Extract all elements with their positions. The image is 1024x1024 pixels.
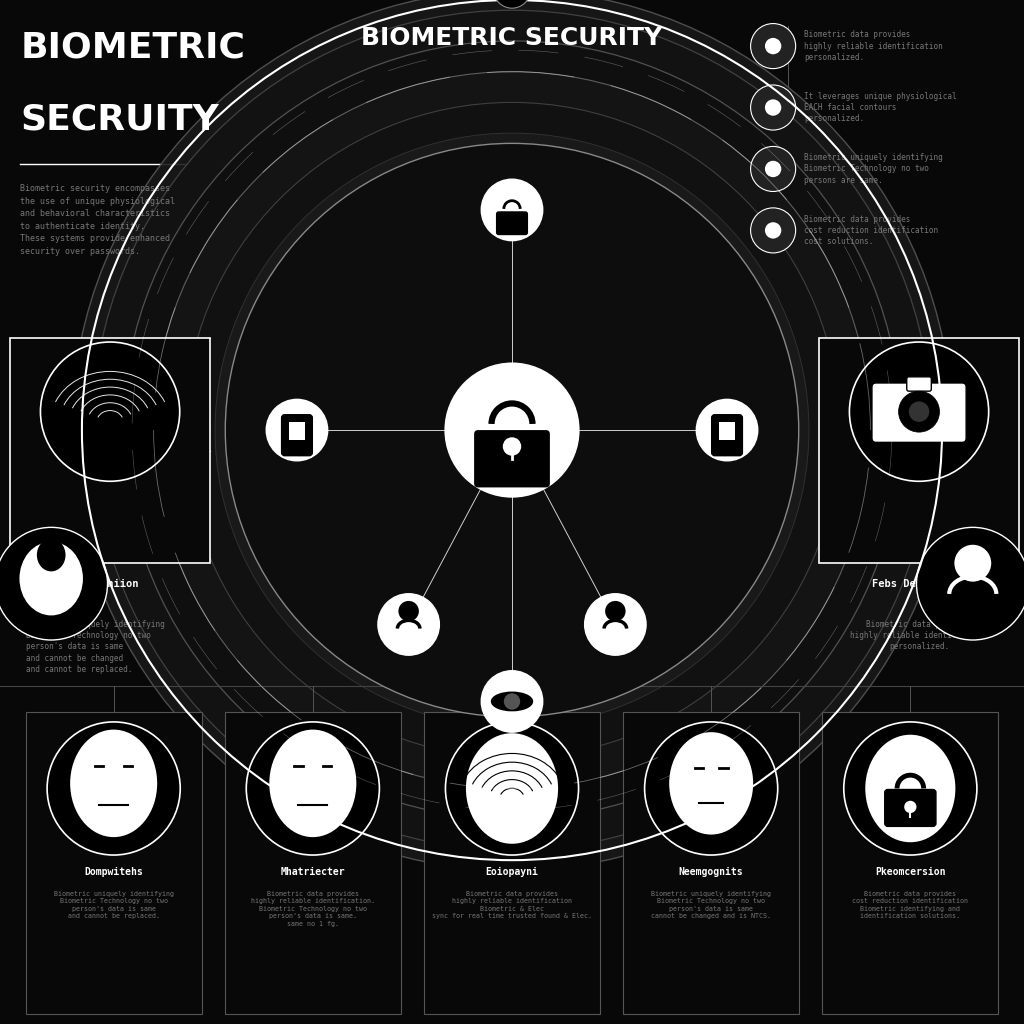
Circle shape bbox=[909, 401, 930, 422]
Circle shape bbox=[225, 143, 799, 717]
FancyBboxPatch shape bbox=[822, 712, 998, 1014]
Circle shape bbox=[266, 399, 328, 461]
Ellipse shape bbox=[466, 733, 558, 844]
Ellipse shape bbox=[492, 692, 532, 711]
Text: Biometric uniquely identifying
Biometric Technology no two
person's data is same: Biometric uniquely identifying Biometric… bbox=[26, 620, 164, 675]
Text: Dompwitehs: Dompwitehs bbox=[84, 867, 143, 878]
Circle shape bbox=[916, 527, 1024, 640]
Ellipse shape bbox=[215, 133, 809, 727]
Circle shape bbox=[645, 722, 778, 855]
Circle shape bbox=[504, 693, 520, 710]
Text: Biometric data provides
highly reliable identification
personalized.: Biometric data provides highly reliable … bbox=[804, 31, 942, 61]
Text: Biometric data provides
highly reliable identification
Biometric & Elec
sync for: Biometric data provides highly reliable … bbox=[432, 891, 592, 920]
Circle shape bbox=[904, 801, 916, 813]
Circle shape bbox=[503, 437, 521, 456]
FancyBboxPatch shape bbox=[885, 790, 936, 826]
FancyBboxPatch shape bbox=[10, 338, 210, 563]
Circle shape bbox=[585, 594, 646, 655]
FancyBboxPatch shape bbox=[623, 712, 799, 1014]
Text: BIOMETRIC SECURITY: BIOMETRIC SECURITY bbox=[361, 26, 663, 49]
Circle shape bbox=[494, 0, 530, 8]
FancyBboxPatch shape bbox=[225, 712, 400, 1014]
Circle shape bbox=[605, 601, 626, 622]
Text: Neemgognits: Neemgognits bbox=[679, 867, 743, 878]
Circle shape bbox=[398, 601, 419, 622]
FancyBboxPatch shape bbox=[819, 338, 1019, 563]
Ellipse shape bbox=[70, 729, 158, 838]
Text: Biometric data provides
highly reliable identification.
Biometric Technology no : Biometric data provides highly reliable … bbox=[251, 891, 375, 927]
Bar bbox=[719, 422, 735, 440]
Circle shape bbox=[765, 38, 781, 54]
Text: Mhatriecter: Mhatriecter bbox=[281, 867, 345, 878]
Circle shape bbox=[751, 146, 796, 191]
Circle shape bbox=[765, 222, 781, 239]
Circle shape bbox=[0, 527, 108, 640]
Circle shape bbox=[502, 200, 522, 220]
Text: Feosyctidvc: Feosyctidvc bbox=[78, 494, 142, 504]
FancyBboxPatch shape bbox=[907, 377, 932, 391]
Circle shape bbox=[445, 364, 579, 497]
Circle shape bbox=[47, 722, 180, 855]
Circle shape bbox=[751, 208, 796, 253]
FancyBboxPatch shape bbox=[26, 712, 202, 1014]
Ellipse shape bbox=[19, 542, 83, 615]
Text: Biometric data provides
cost reduction identification
cost solutions.: Biometric data provides cost reduction i… bbox=[804, 215, 938, 246]
Text: Biometric security encompasses
the use of unique physiological
and behavioral ch: Biometric security encompasses the use o… bbox=[20, 184, 175, 256]
Text: Biometric data provides
cost reduction identification
Biometric identifying and
: Biometric data provides cost reduction i… bbox=[852, 891, 969, 920]
Ellipse shape bbox=[269, 729, 356, 838]
Bar bbox=[289, 422, 305, 440]
Ellipse shape bbox=[37, 539, 66, 571]
Ellipse shape bbox=[92, 10, 932, 850]
Circle shape bbox=[765, 99, 781, 116]
Circle shape bbox=[954, 545, 991, 582]
Circle shape bbox=[481, 671, 543, 732]
Circle shape bbox=[751, 24, 796, 69]
Circle shape bbox=[751, 85, 796, 130]
FancyBboxPatch shape bbox=[872, 383, 967, 442]
Text: Febs Decicstion: Febs Decicstion bbox=[872, 579, 966, 589]
Text: Pieisycomhing: Pieisycomhing bbox=[881, 494, 957, 504]
Ellipse shape bbox=[72, 0, 952, 870]
Circle shape bbox=[765, 161, 781, 177]
Circle shape bbox=[378, 594, 439, 655]
FancyBboxPatch shape bbox=[474, 430, 550, 487]
Ellipse shape bbox=[670, 732, 754, 835]
Ellipse shape bbox=[184, 102, 840, 758]
Ellipse shape bbox=[154, 72, 870, 788]
Text: Biometric uniquely identifying
Biometric Technology no two
person's data is same: Biometric uniquely identifying Biometric… bbox=[651, 891, 771, 920]
Circle shape bbox=[850, 342, 989, 481]
Circle shape bbox=[40, 342, 180, 481]
Circle shape bbox=[481, 179, 543, 241]
Circle shape bbox=[287, 420, 307, 440]
Text: SECRUITY: SECRUITY bbox=[20, 102, 219, 136]
Text: Biometric data provides
highly reliable identification
personalized.: Biometric data provides highly reliable … bbox=[850, 620, 988, 651]
Circle shape bbox=[605, 614, 626, 635]
Text: Fingerl Recogniion: Fingerl Recogniion bbox=[26, 579, 138, 589]
Circle shape bbox=[696, 399, 758, 461]
FancyBboxPatch shape bbox=[424, 712, 600, 1014]
Circle shape bbox=[844, 722, 977, 855]
Text: Pkeomcersion: Pkeomcersion bbox=[876, 867, 945, 878]
Circle shape bbox=[717, 420, 737, 440]
Text: BIOMETRIC: BIOMETRIC bbox=[20, 31, 246, 65]
Circle shape bbox=[398, 614, 419, 635]
Text: Eoiopayni: Eoiopayni bbox=[485, 867, 539, 878]
Ellipse shape bbox=[865, 735, 955, 842]
Circle shape bbox=[899, 391, 940, 432]
Text: Biometric uniquely identifying
Biometric Technology no two
persons are same.: Biometric uniquely identifying Biometric… bbox=[804, 154, 942, 184]
Text: Biometric data provides
highly reliable identification
personalized.: Biometric data provides highly reliable … bbox=[855, 514, 983, 536]
Text: It leverages unique physiological
EACH facial contours
personalized.: It leverages unique physiological EACH f… bbox=[804, 92, 956, 123]
FancyBboxPatch shape bbox=[497, 212, 527, 234]
Ellipse shape bbox=[123, 41, 901, 819]
Circle shape bbox=[246, 722, 379, 855]
Text: Biometric uniquely identifying
Fingerprint Technology no
two person's data is sa: Biometric uniquely identifying Fingerpri… bbox=[46, 514, 174, 543]
Text: Biometric uniquely identifying
Biometric Technology no two
person's data is same: Biometric uniquely identifying Biometric… bbox=[53, 891, 174, 920]
Circle shape bbox=[445, 722, 579, 855]
FancyBboxPatch shape bbox=[712, 415, 742, 456]
FancyBboxPatch shape bbox=[282, 415, 312, 456]
Circle shape bbox=[502, 691, 522, 712]
